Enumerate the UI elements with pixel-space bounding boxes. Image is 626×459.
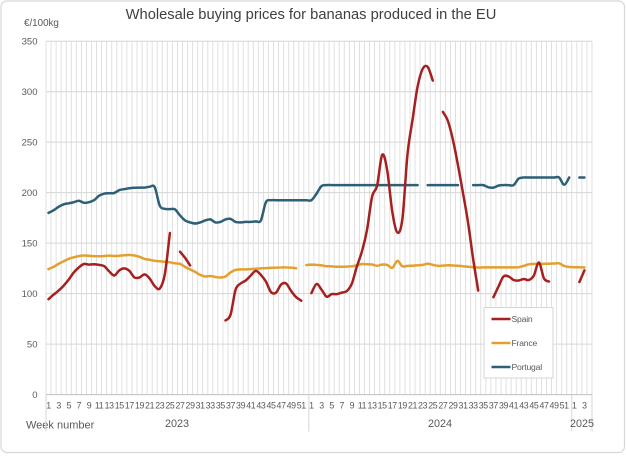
svg-text:21: 21 — [145, 401, 155, 411]
svg-text:Week number: Week number — [26, 419, 95, 431]
svg-text:25: 25 — [428, 401, 438, 411]
svg-text:17: 17 — [125, 401, 135, 411]
svg-text:350: 350 — [22, 37, 38, 48]
svg-text:Spain: Spain — [512, 314, 533, 324]
svg-text:150: 150 — [22, 239, 38, 250]
svg-text:35: 35 — [479, 401, 489, 411]
svg-text:47: 47 — [539, 401, 549, 411]
svg-text:37: 37 — [489, 401, 499, 411]
svg-text:33: 33 — [469, 401, 479, 411]
svg-text:49: 49 — [550, 401, 560, 411]
svg-text:23: 23 — [418, 401, 428, 411]
svg-text:15: 15 — [115, 401, 125, 411]
svg-text:27: 27 — [438, 401, 448, 411]
svg-text:35: 35 — [216, 401, 226, 411]
svg-text:3: 3 — [56, 401, 61, 411]
svg-text:100: 100 — [22, 289, 38, 300]
svg-text:3: 3 — [582, 401, 587, 411]
svg-text:2024: 2024 — [428, 418, 452, 430]
svg-text:47: 47 — [277, 401, 287, 411]
svg-text:1: 1 — [309, 401, 314, 411]
svg-text:21: 21 — [408, 401, 418, 411]
svg-text:39: 39 — [236, 401, 246, 411]
svg-text:19: 19 — [398, 401, 408, 411]
svg-text:39: 39 — [499, 401, 509, 411]
svg-text:1: 1 — [46, 401, 51, 411]
svg-text:27: 27 — [175, 401, 185, 411]
svg-text:50: 50 — [27, 340, 38, 351]
svg-text:7: 7 — [340, 401, 345, 411]
svg-text:15: 15 — [378, 401, 388, 411]
svg-text:29: 29 — [186, 401, 196, 411]
svg-text:43: 43 — [256, 401, 266, 411]
svg-text:11: 11 — [358, 401, 367, 411]
svg-text:9: 9 — [87, 401, 92, 411]
svg-text:25: 25 — [165, 401, 175, 411]
svg-text:7: 7 — [77, 401, 82, 411]
svg-text:41: 41 — [509, 401, 519, 411]
svg-text:France: France — [512, 338, 538, 348]
svg-text:1: 1 — [572, 401, 577, 411]
svg-text:31: 31 — [196, 401, 206, 411]
svg-text:43: 43 — [519, 401, 529, 411]
svg-text:51: 51 — [560, 401, 570, 411]
svg-text:31: 31 — [459, 401, 469, 411]
svg-text:17: 17 — [388, 401, 398, 411]
svg-text:3: 3 — [319, 401, 324, 411]
svg-text:41: 41 — [246, 401, 256, 411]
svg-text:300: 300 — [22, 87, 38, 98]
svg-text:Wholesale buying prices for ba: Wholesale buying prices for bananas prod… — [126, 7, 497, 23]
svg-text:13: 13 — [105, 401, 115, 411]
svg-text:5: 5 — [329, 401, 334, 411]
svg-text:Portugal: Portugal — [512, 362, 543, 372]
svg-text:49: 49 — [287, 401, 297, 411]
svg-text:23: 23 — [155, 401, 165, 411]
svg-text:45: 45 — [266, 401, 276, 411]
svg-text:13: 13 — [368, 401, 378, 411]
svg-text:200: 200 — [22, 188, 38, 199]
svg-text:0: 0 — [32, 390, 37, 401]
svg-text:33: 33 — [206, 401, 216, 411]
svg-text:2025: 2025 — [570, 418, 594, 430]
svg-text:51: 51 — [297, 401, 307, 411]
svg-text:250: 250 — [22, 138, 38, 149]
svg-text:2023: 2023 — [165, 418, 189, 430]
svg-text:9: 9 — [350, 401, 355, 411]
svg-text:11: 11 — [95, 401, 104, 411]
svg-text:€/100kg: €/100kg — [24, 18, 59, 29]
svg-text:45: 45 — [529, 401, 539, 411]
svg-text:19: 19 — [135, 401, 145, 411]
svg-text:29: 29 — [448, 401, 458, 411]
svg-text:5: 5 — [67, 401, 72, 411]
svg-text:37: 37 — [226, 401, 236, 411]
